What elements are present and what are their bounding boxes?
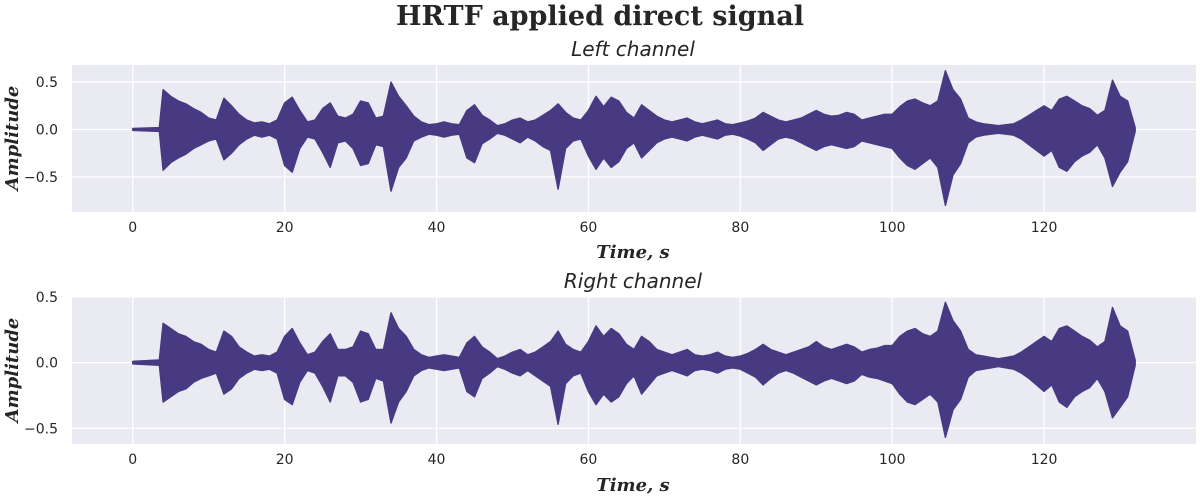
right-x-tick-label: 100 <box>879 452 906 468</box>
right-x-tick-label: 60 <box>580 452 598 468</box>
left-x-tick-label: 100 <box>879 220 906 236</box>
right-channel-waveform <box>132 301 1136 439</box>
left-x-tick-label: 0 <box>128 220 137 236</box>
right-x-axis-label: Time, s <box>596 475 669 496</box>
left-x-ticks: 0 20 40 60 80 100 120 <box>128 220 1057 236</box>
right-x-tick-label: 0 <box>128 452 137 468</box>
left-y-tick-label: 0.0 <box>36 122 58 138</box>
right-x-ticks: 0 20 40 60 80 100 120 <box>128 452 1057 468</box>
left-channel-waveform <box>132 70 1136 207</box>
right-y-tick-label: 0.5 <box>36 290 58 306</box>
left-x-tick-label: 120 <box>1031 220 1058 236</box>
right-x-tick-label: 40 <box>428 452 446 468</box>
left-x-tick-label: 20 <box>276 220 294 236</box>
figure-title: HRTF applied direct signal <box>396 1 804 32</box>
left-y-tick-label: −0.5 <box>24 170 58 186</box>
left-channel-panel: Left channel 0 20 40 60 80 100 120 −0.50.00.5 … <box>2 37 1196 263</box>
left-y-axis-label: Amplitude <box>2 86 23 193</box>
left-channel-title: Left channel <box>571 37 695 61</box>
right-y-axis-label: Amplitude <box>2 318 23 425</box>
right-x-tick-label: 80 <box>731 452 749 468</box>
right-channel-title: Right channel <box>564 269 703 293</box>
left-x-tick-label: 40 <box>428 220 446 236</box>
left-x-axis-label: Time, s <box>596 242 669 263</box>
left-x-tick-label: 60 <box>580 220 598 236</box>
right-x-tick-label: 20 <box>276 452 294 468</box>
right-x-tick-label: 120 <box>1031 452 1058 468</box>
left-y-tick-label: 0.5 <box>36 75 58 91</box>
left-y-ticks: −0.5 0.0 0.5 <box>24 75 58 186</box>
right-y-tick-label: 0.0 <box>36 356 58 372</box>
right-y-tick-label: −0.5 <box>24 421 58 437</box>
left-x-tick-label: 80 <box>731 220 749 236</box>
right-y-ticks: −0.5 0.0 0.5 <box>24 290 58 437</box>
right-channel-panel: Right channel 0 20 40 60 80 100 120 −0.5 0.0 0.5… <box>2 269 1196 496</box>
